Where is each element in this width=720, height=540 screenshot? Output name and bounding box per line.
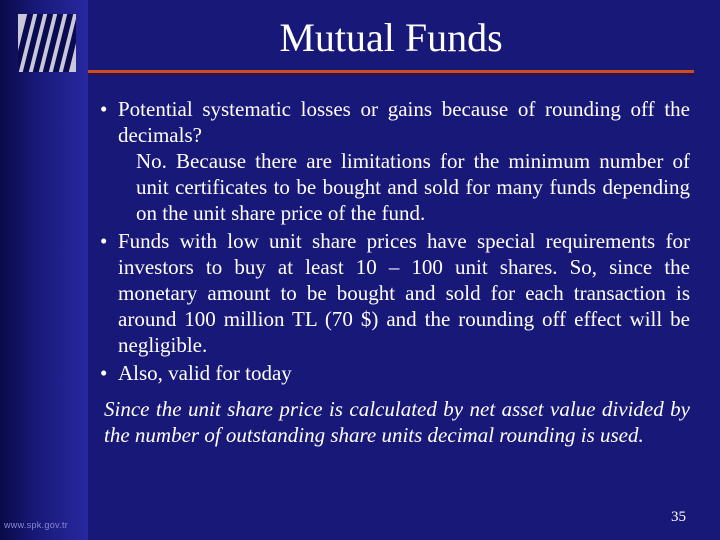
bullet-3: Also, valid for today	[100, 360, 690, 386]
footer-url: www.spk.gov.tr	[4, 520, 68, 530]
bullet-1-question: Potential systematic losses or gains bec…	[118, 97, 690, 147]
bullet-1-answer: No. Because there are limitations for th…	[118, 148, 690, 226]
sidebar-gradient: www.spk.gov.tr	[0, 0, 88, 540]
bullet-1: Potential systematic losses or gains bec…	[100, 96, 690, 226]
logo-icon	[18, 14, 76, 72]
title-rule	[88, 70, 694, 73]
page-title: Mutual Funds	[88, 14, 694, 61]
page-number: 35	[671, 509, 686, 526]
bullet-2: Funds with low unit share prices have sp…	[100, 228, 690, 358]
italic-note: Since the unit share price is calculated…	[100, 396, 690, 448]
body-content: Potential systematic losses or gains bec…	[100, 96, 690, 448]
